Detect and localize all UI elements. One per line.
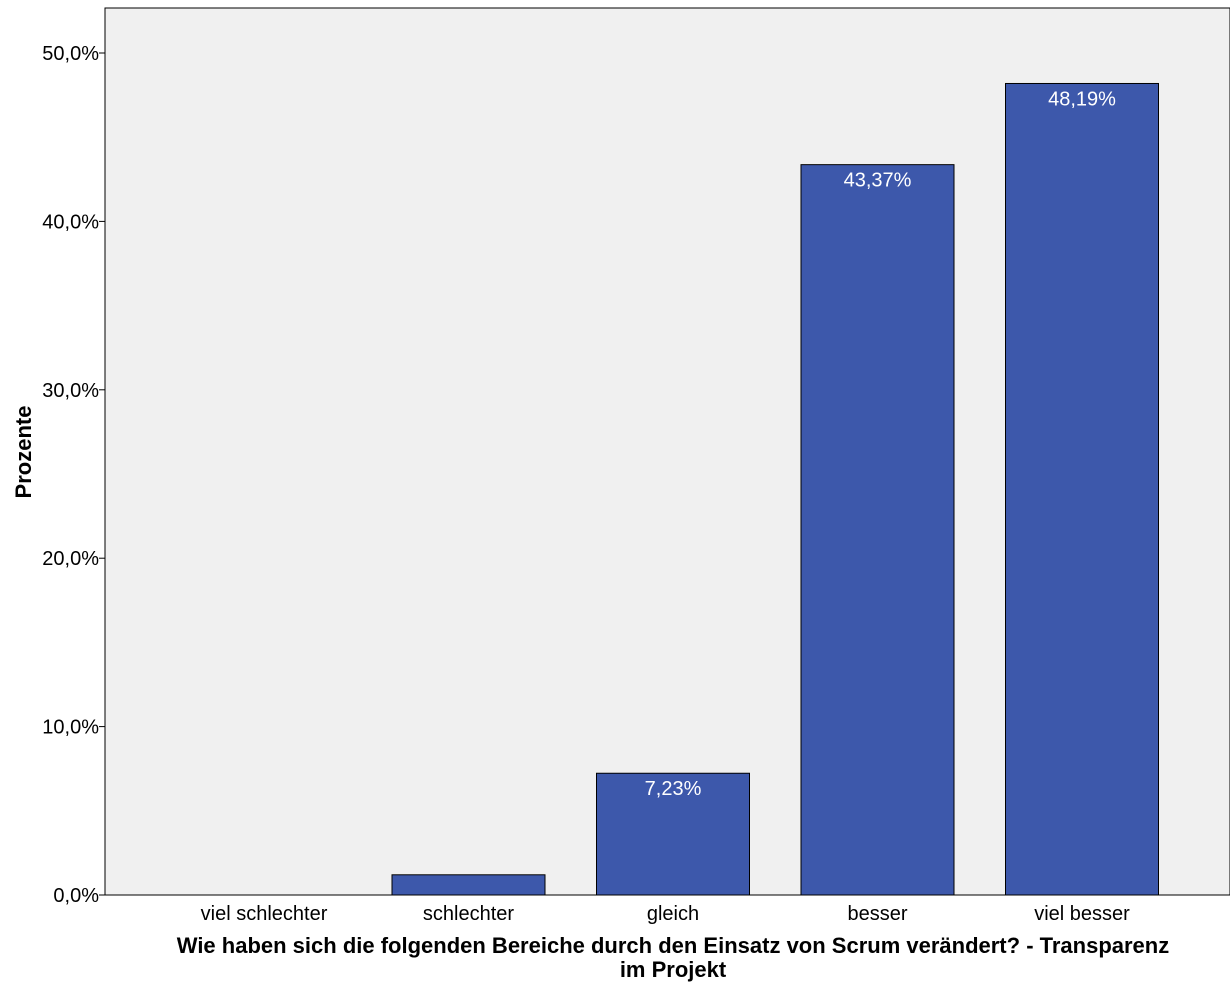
y-tick-label: 20,0% bbox=[42, 548, 99, 570]
bar-schlechter bbox=[391, 874, 546, 896]
bar-besser bbox=[800, 164, 955, 896]
bar-viel-besser bbox=[1005, 82, 1159, 896]
y-tick-label: 40,0% bbox=[42, 211, 99, 233]
x-axis-title-line-1: Wie haben sich die folgenden Bereiche du… bbox=[177, 933, 1169, 958]
y-axis: 0,0% 10,0% 20,0% 30,0% 40,0% 50,0% bbox=[42, 8, 106, 907]
x-tick-label: besser bbox=[847, 903, 907, 925]
y-axis-title: Prozente bbox=[11, 406, 36, 499]
y-tick-label: 50,0% bbox=[42, 43, 99, 65]
data-label: 7,23% bbox=[645, 778, 702, 800]
data-label: 48,19% bbox=[1048, 88, 1116, 110]
x-tick-label: schlechter bbox=[423, 903, 514, 925]
y-tick-label: 0,0% bbox=[53, 885, 99, 907]
x-tick-label: viel besser bbox=[1034, 903, 1130, 925]
data-labels-group: 7,23% 43,37% 48,19% bbox=[645, 88, 1116, 800]
x-tick-label: viel schlechter bbox=[201, 903, 328, 925]
data-label: 43,37% bbox=[844, 170, 912, 192]
x-tick-label: gleich bbox=[647, 903, 699, 925]
y-tick-label: 10,0% bbox=[42, 717, 99, 739]
bars-group bbox=[391, 82, 1159, 896]
y-tick-label: 30,0% bbox=[42, 380, 99, 402]
x-axis-title-line-2: im Projekt bbox=[620, 957, 727, 982]
x-axis: viel schlechter schlechter gleich besser vie… bbox=[105, 894, 1230, 925]
